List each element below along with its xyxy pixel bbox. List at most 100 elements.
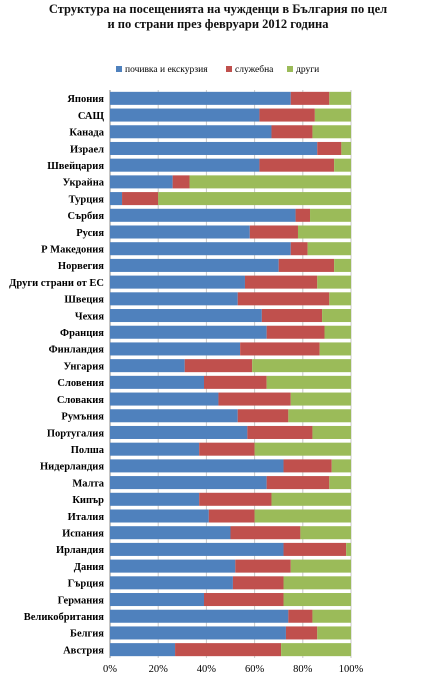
bar-segment-3 [290,392,351,406]
bar-segment-2 [199,442,255,456]
x-tick-label: 0% [103,664,117,675]
bar-segment-2 [295,208,311,222]
category-label: Украйна [63,178,105,189]
bar-segment-1 [110,225,250,239]
bar-segment-3 [266,375,351,389]
bar-segment-2 [283,459,332,473]
category-label: САЩ [78,111,105,122]
bar-segment-1 [110,192,123,206]
grid-layer [109,90,352,658]
legend-label: служебна [235,64,274,75]
bar-segment-2 [259,158,335,172]
bar-segment-2 [283,542,347,556]
bar-segment-1 [110,208,296,222]
x-tick-label: 60% [245,664,265,675]
bar-segment-1 [110,125,272,139]
category-label: Ирландия [56,545,104,556]
category-label: Словения [57,378,104,389]
category-label: Дания [74,562,105,573]
bar-segment-3 [271,492,351,506]
bar-segment-2 [203,593,284,607]
bar-segment-1 [110,392,219,406]
bar-segment-3 [312,125,351,139]
category-label: Швеция [64,295,104,306]
bar-segment-2 [218,392,291,406]
bar-segment-2 [288,609,313,623]
bar-segment-2 [230,526,301,540]
bar-segment-3 [319,342,351,356]
category-label: Япония [67,94,104,105]
category-label: Унгария [64,361,105,372]
bar-segment-1 [110,576,233,590]
bar-segment-2 [208,509,255,523]
category-label: Германия [58,595,105,606]
category-label: Финландия [49,345,105,356]
bar-segment-1 [110,141,318,155]
bar-segment-2 [266,476,330,490]
category-label: Малта [72,478,104,489]
bar-segment-3 [189,175,351,189]
bar-segment-1 [110,292,238,306]
category-label: Норвегия [58,261,104,272]
legend-swatch [116,66,122,72]
bar-segment-3 [307,242,351,256]
bar-segment-3 [341,141,351,155]
bar-segment-3 [312,425,351,439]
bar-segment-1 [110,526,231,540]
bar-segment-1 [110,409,238,423]
bar-segment-3 [252,359,351,373]
bar-segment-2 [235,559,291,573]
bar-segment-3 [300,526,351,540]
bar-segment-3 [310,208,351,222]
bar-segment-1 [110,593,204,607]
bar-segment-2 [247,425,313,439]
category-label: Нидерландия [40,462,104,473]
category-label: Словакия [57,395,104,406]
chart-title-line-1: Структура на посещенията на чужденци в Б… [48,2,388,16]
bar-segment-1 [110,626,286,640]
legend-swatch [226,66,232,72]
bar-segment-2 [259,108,315,122]
bar-segment-3 [331,459,351,473]
category-label: Израел [70,144,104,155]
bar-segment-2 [317,141,342,155]
legend-swatch [287,66,293,72]
x-tick-label: 40% [197,664,217,675]
bar-segment-2 [249,225,298,239]
bar-segment-1 [110,643,176,657]
bar-segment-2 [290,91,330,105]
bar-segment-3 [314,108,351,122]
bar-segment-1 [110,175,173,189]
bar-segment-2 [285,626,318,640]
bar-segment-1 [110,609,289,623]
bar-segment-1 [110,158,260,172]
bar-segment-3 [329,476,351,490]
bar-segment-3 [329,91,351,105]
category-label: Франция [60,328,104,339]
bar-segment-2 [122,192,159,206]
bar-segment-2 [271,125,313,139]
bar-segment-1 [110,108,260,122]
bar-segment-1 [110,375,204,389]
category-labels-layer: Япония САЩ Канада Израел Швейцария Украйна Тур… [9,94,105,656]
bar-segment-1 [110,542,284,556]
bars-layer [110,91,351,657]
legend-item: почивка и екскурзия [116,65,208,75]
tick-labels-layer: 0% 20% 40% 60% 80% 100% [103,664,364,675]
bar-segment-1 [110,242,291,256]
bar-segment-2 [290,242,308,256]
bar-segment-1 [110,509,209,523]
bar-segment-3 [283,576,351,590]
bar-segment-3 [290,559,351,573]
category-label: Кипър [72,495,104,506]
bar-segment-1 [110,258,279,272]
bar-segment-1 [110,559,236,573]
bar-segment-2 [237,409,289,423]
bar-segment-2 [184,359,253,373]
bar-segment-1 [110,342,241,356]
x-tick-label: 20% [149,664,169,675]
x-tick-label: 80% [293,664,313,675]
bar-segment-2 [203,375,267,389]
category-label: Гърция [68,579,105,590]
